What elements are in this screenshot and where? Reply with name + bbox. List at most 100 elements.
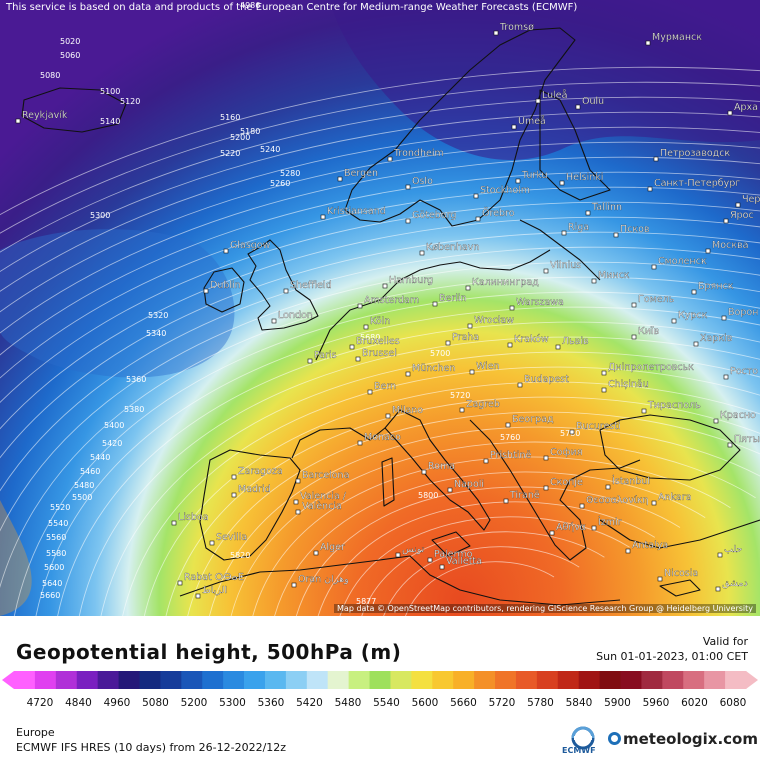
city-label: Antalya: [632, 540, 668, 551]
city-marker-icon: [549, 530, 555, 536]
contour-line: [405, 561, 555, 616]
city-marker-icon: [503, 498, 509, 504]
contour-label: 5340: [146, 329, 166, 338]
contour-label: 5580: [46, 549, 66, 558]
contour-line: [274, 471, 706, 616]
contour-label: 5300: [90, 211, 110, 220]
city-label: Θεσσαλονίκη: [586, 495, 649, 506]
city-label: Zaragoza: [238, 466, 283, 477]
scale-cell: [474, 671, 496, 689]
contour-line: [209, 426, 760, 616]
city-label: Ярос: [730, 210, 754, 221]
city-marker-icon: [307, 358, 313, 364]
city-label: Helsinki: [566, 172, 603, 183]
scale-cell: [390, 671, 412, 689]
map-attribution[interactable]: Map data © OpenStreetMap contributors, r…: [334, 604, 756, 613]
city-marker-icon: [355, 356, 361, 362]
city-label: València: [302, 501, 342, 512]
contour-label: 5420: [102, 439, 122, 448]
city-marker-icon: [231, 492, 237, 498]
city-marker-icon: [467, 323, 473, 329]
scale-tick-label: 5540: [373, 697, 400, 708]
city-label: London: [278, 310, 313, 321]
city-label: Stockholm: [480, 185, 530, 196]
city-marker-icon: [535, 98, 541, 104]
city-marker-icon: [543, 485, 549, 491]
city-label: İzmir: [598, 517, 622, 528]
contour-line: [0, 246, 760, 492]
contour-line: [0, 66, 760, 216]
contour-label: 5320: [148, 311, 168, 320]
contour-label: 5280: [280, 169, 300, 178]
city-label: Скопје: [550, 477, 583, 488]
city-label: Петрозаводск: [660, 148, 730, 159]
city-label: İstanbul: [612, 476, 650, 487]
city-label: Пяты: [734, 434, 760, 445]
city-label: София: [550, 447, 582, 458]
city-marker-icon: [283, 288, 289, 294]
city-label: Paris: [314, 350, 337, 361]
scale-cell: [599, 671, 621, 689]
contour-line: [100, 351, 760, 616]
brand-link[interactable]: meteologix.com: [608, 730, 758, 748]
brand-icon: [608, 732, 621, 745]
city-label: Amsterdam: [364, 295, 419, 306]
city-label: Köln: [370, 316, 390, 327]
city-label: تونس: [402, 544, 425, 555]
city-label: Turku: [521, 170, 548, 181]
city-marker-icon: [439, 564, 445, 570]
city-label: Hamburg: [389, 275, 433, 286]
scale-cell: [181, 671, 203, 689]
scale-min-arrow-icon: [2, 671, 14, 689]
city-marker-icon: [507, 342, 513, 348]
contour-line: [0, 171, 760, 356]
color-scale: 4720 4840 4960 5080 5200 5300 5360 5420 5480 5540…: [2, 671, 758, 708]
scale-tick-label: 4960: [104, 697, 131, 708]
scale-tick-label: 5660: [450, 697, 477, 708]
scale-tick-label: 5420: [296, 697, 323, 708]
city-label: Rabat ⵔⴱⴰⵟ: [184, 572, 244, 583]
contour-label: 5520: [50, 503, 70, 512]
contour-line: [252, 456, 731, 616]
city-marker-icon: [515, 178, 521, 184]
city-marker-icon: [382, 283, 388, 289]
contour-label: 5600: [44, 563, 64, 572]
contour-label: 5060: [60, 51, 80, 60]
geopotential-map[interactable]: 5020 5060 5080 5100 5120 5140 5160 5180 5200 5220…: [0, 0, 760, 616]
map-title: Geopotential height, 500hPa (m): [16, 640, 402, 664]
city-marker-icon: [651, 264, 657, 270]
city-marker-icon: [591, 278, 597, 284]
scale-max-arrow-icon: [746, 671, 758, 689]
scale-tick-label: 5720: [489, 697, 516, 708]
city-label: Красно: [720, 410, 756, 421]
disclaimer-text: This service is based on data and produc…: [6, 2, 578, 13]
city-marker-icon: [432, 301, 438, 307]
contour-label: 5820: [230, 551, 250, 560]
contour-label: 5877: [356, 597, 376, 606]
city-marker-icon: [295, 509, 301, 515]
contour-label: 5240: [260, 145, 280, 154]
city-label: Tiranë: [509, 490, 540, 501]
scale-tick-label: 5900: [604, 697, 631, 708]
scale-cell: [641, 671, 663, 689]
scale-tick-label: 5360: [258, 697, 285, 708]
ecmwf-logo-icon[interactable]: [566, 724, 600, 756]
city-label: Milano: [392, 405, 423, 416]
city-label: Псков: [620, 224, 650, 235]
city-label: Brussel: [362, 348, 397, 359]
city-marker-icon: [475, 216, 481, 222]
city-label: Praha: [452, 332, 479, 343]
city-marker-icon: [543, 268, 549, 274]
city-label: Berlin: [439, 293, 467, 304]
city-marker-icon: [601, 370, 607, 376]
contour-label: 5100: [100, 87, 120, 96]
scale-tick-label: 6020: [681, 697, 708, 708]
contour-label: 5080: [40, 71, 60, 80]
city-marker-icon: [721, 315, 727, 321]
city-marker-icon: [459, 407, 465, 413]
scale-cell: [160, 671, 182, 689]
contour-line: [0, 276, 760, 589]
city-marker-icon: [657, 576, 663, 582]
scale-cell: [348, 671, 370, 689]
